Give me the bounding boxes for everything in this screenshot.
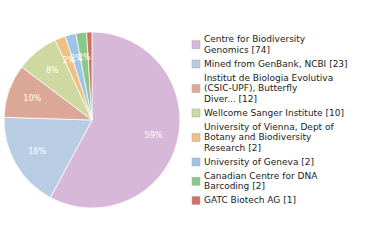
- legend-swatch: [192, 134, 200, 142]
- legend-swatch: [192, 60, 200, 68]
- legend-swatch: [192, 41, 200, 49]
- legend-label: University of Vienna, Dept ofBotany and …: [204, 122, 335, 153]
- chart-container: 59%18%10%8%2%2%2%Centre for Biodiversity…: [0, 0, 380, 240]
- data-label: 59%: [145, 131, 163, 140]
- data-label: 2%: [78, 53, 91, 62]
- legend-swatch: [192, 197, 200, 205]
- legend-label: GATC Biotech AG [1]: [204, 195, 296, 205]
- legend-label: Institut de Biologia Evolutiva(CSIC-UPF)…: [204, 73, 333, 104]
- legend-label: University of Geneva [2]: [204, 157, 314, 167]
- legend-swatch: [192, 177, 200, 185]
- legend-label: Mined from GenBank, NCBI [23]: [204, 59, 348, 69]
- legend-label: Centre for BiodiversityGenomics [74]: [204, 34, 306, 55]
- data-label: 10%: [23, 94, 41, 103]
- legend-swatch: [192, 109, 200, 117]
- legend-swatch: [192, 85, 200, 93]
- data-label: 8%: [46, 66, 59, 75]
- chart: 59%18%10%8%2%2%2%Centre for Biodiversity…: [0, 0, 380, 240]
- legend-label: Canadian Centre for DNABarcoding [2]: [204, 171, 318, 192]
- slices: [4, 32, 180, 208]
- legend-swatch: [192, 158, 200, 166]
- data-labels: 59%18%10%8%2%2%2%: [23, 53, 162, 157]
- legend: Centre for BiodiversityGenomics [74] Mine…: [192, 34, 348, 205]
- pie-slice: [4, 117, 92, 197]
- legend-label: Wellcome Sanger Institute [10]: [204, 108, 344, 118]
- data-label: 18%: [28, 147, 46, 156]
- pie-slice: [87, 32, 92, 120]
- pie-slice: [76, 32, 92, 120]
